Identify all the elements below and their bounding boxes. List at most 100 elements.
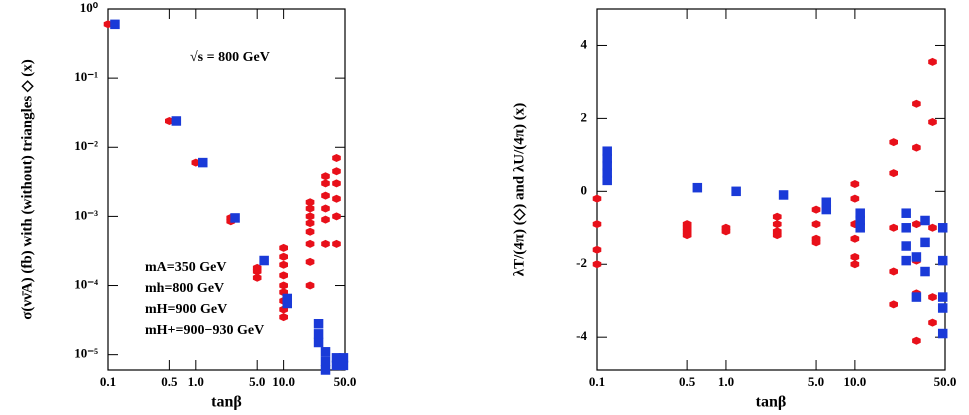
x-tick-label: 10.0 <box>272 374 295 389</box>
x-marker <box>198 157 208 168</box>
hexagon-marker <box>772 231 782 240</box>
x-marker <box>338 353 349 363</box>
hexagon-marker <box>279 243 288 252</box>
annotation: mH+=900−930 GeV <box>145 323 264 338</box>
annotation: √s = 800 GeV <box>190 50 270 65</box>
x-marker <box>920 266 930 277</box>
hexagon-marker <box>928 118 937 126</box>
hexagon-marker <box>889 138 898 147</box>
hexagon-marker <box>912 336 921 345</box>
hexagon-marker <box>592 245 602 254</box>
y-tick-label: 10⁰ <box>80 0 99 15</box>
x-marker <box>282 293 293 304</box>
x-tick-label: 0.5 <box>161 374 178 389</box>
hexagon-marker <box>928 223 937 232</box>
hexagon-marker <box>252 263 262 272</box>
x-marker <box>320 365 331 375</box>
hexagon-marker <box>721 227 731 236</box>
hexagon-marker <box>305 257 315 266</box>
hexagon-marker <box>928 318 937 327</box>
hexagon-marker <box>332 179 341 188</box>
x-marker <box>937 292 948 302</box>
hexagon-marker <box>321 172 330 181</box>
hexagon-marker <box>811 238 821 247</box>
x-marker <box>937 223 948 233</box>
x-marker <box>901 208 911 218</box>
x-marker <box>602 175 612 186</box>
x-tick-label: 50.0 <box>334 374 357 389</box>
y-tick-label: 10⁻⁵ <box>74 346 98 361</box>
y-tick-label: 2 <box>581 109 588 124</box>
x-marker <box>692 182 703 193</box>
hexagon-marker <box>321 215 330 224</box>
hexagon-marker <box>332 194 341 203</box>
hexagon-marker <box>592 260 602 269</box>
x-tick-label: 5.0 <box>249 374 265 389</box>
x-marker <box>937 255 948 266</box>
x-tick-label: 5.0 <box>808 374 824 389</box>
hexagon-marker <box>332 167 341 176</box>
annotation: mH=900 GeV <box>145 302 227 317</box>
hexagon-marker <box>305 212 315 221</box>
hexagon-marker <box>279 260 288 269</box>
hexagon-marker <box>305 204 315 213</box>
hexagon-marker <box>305 219 315 228</box>
hexagon-marker <box>912 220 921 229</box>
hexagon-marker <box>279 271 288 280</box>
x-marker <box>901 255 911 266</box>
x-marker <box>855 223 865 233</box>
x-tick-label: 0.1 <box>589 374 605 389</box>
y-tick-label: 0 <box>581 182 588 197</box>
x-marker <box>731 186 741 197</box>
hexagon-marker <box>252 273 262 282</box>
hexagon-marker <box>889 169 898 178</box>
x-axis-label: tanβ <box>756 394 787 411</box>
hexagon-marker <box>321 179 330 188</box>
y-tick-label: -4 <box>576 328 587 343</box>
hexagon-marker <box>928 293 937 302</box>
y-tick-label: 4 <box>581 36 588 51</box>
hexagon-marker <box>103 20 113 29</box>
hexagon-marker <box>321 191 330 200</box>
x-marker <box>911 292 922 302</box>
hexagon-marker <box>811 205 821 214</box>
x-marker <box>320 356 331 367</box>
hexagon-marker <box>279 313 288 322</box>
hexagon-marker <box>889 300 898 309</box>
x-marker <box>901 241 911 251</box>
x-marker <box>313 329 324 339</box>
plot-frame <box>107 8 346 371</box>
y-tick-label: -2 <box>576 255 587 270</box>
hexagon-marker <box>279 252 288 261</box>
y-tick-label: 10⁻³ <box>74 207 98 222</box>
x-tick-label: 0.1 <box>100 374 116 389</box>
x-marker <box>320 347 331 357</box>
panel: 0.1 0.5 1.0 5.0 10.0 50.0 10⁻⁵ 10⁻⁴ 10⁻³ 10⁻² 10⁻¹… <box>19 0 356 411</box>
hexagon-marker <box>850 194 860 203</box>
hexagon-marker <box>850 260 860 269</box>
hexagon-marker <box>165 117 174 125</box>
y-tick-label: 10⁻² <box>74 138 98 153</box>
panel: 0.1 0.5 1.0 5.0 10.0 50.0 -4 -2 0 2 4 tanβ λT/(4π) (… <box>511 8 956 411</box>
hexagon-marker <box>682 231 692 240</box>
x-tick-label: 10.0 <box>844 374 867 389</box>
hexagon-marker <box>305 227 315 236</box>
hexagon-marker <box>912 143 921 152</box>
x-marker <box>920 215 930 226</box>
hexagon-marker <box>889 267 898 276</box>
x-marker <box>230 213 240 223</box>
y-axis-label: σ(νν̄A) (fb) with (without) triangles ◇ … <box>19 59 35 320</box>
x-marker <box>259 255 269 266</box>
hexagon-marker <box>332 239 341 248</box>
x-marker <box>911 252 922 262</box>
hexagon-marker <box>279 281 288 290</box>
x-marker <box>920 237 930 248</box>
hexagon-marker <box>592 194 602 203</box>
y-axis-label: λT/(4π) (◇) and λU/(4π) (x) <box>511 103 527 277</box>
x-marker <box>901 223 911 233</box>
hexagon-marker <box>191 158 201 167</box>
x-axis-label: tanβ <box>211 394 242 411</box>
x-marker <box>313 318 324 329</box>
x-marker <box>821 204 832 215</box>
x-tick-label: 0.5 <box>679 374 696 389</box>
